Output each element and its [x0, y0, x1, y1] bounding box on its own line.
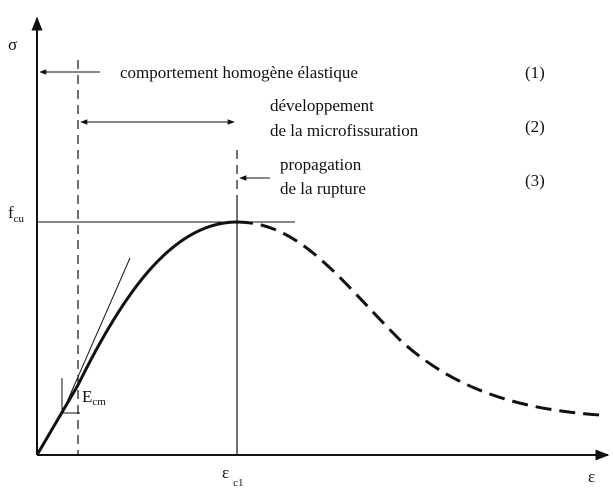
slope-triangle [61, 378, 80, 414]
x-label: ε [588, 467, 595, 486]
phase-text: de la microfissuration [270, 121, 419, 140]
curve-softening [236, 220, 601, 417]
peak-y: fcu [8, 203, 25, 225]
tangent [59, 257, 131, 419]
phase-number: (2) [525, 117, 545, 136]
phase-text: propagation [280, 155, 362, 174]
y-label: σ [8, 35, 17, 54]
axes [31, 16, 610, 461]
phase-text: développement [270, 96, 374, 115]
peak-x: εc1 [222, 463, 244, 489]
phase-number: (3) [525, 171, 545, 190]
phase-text: comportement homogène élastique [120, 63, 358, 82]
phase-text: de la rupture [280, 179, 366, 198]
curve [35, 220, 238, 456]
phase-number: (1) [525, 63, 545, 82]
slope-label: Ecm [82, 387, 106, 408]
